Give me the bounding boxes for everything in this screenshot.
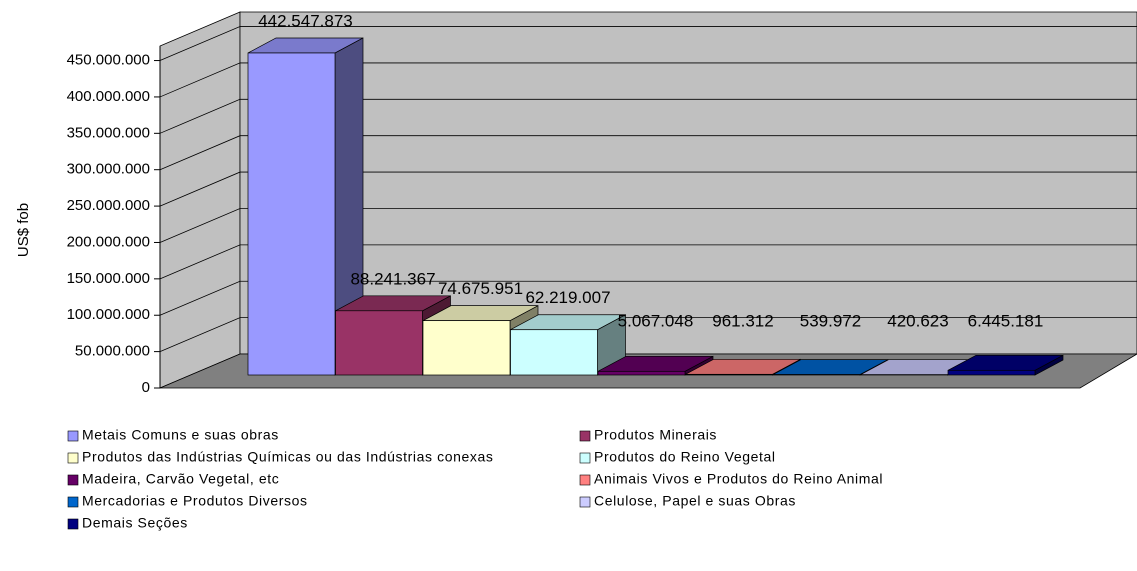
legend-label: Madeira, Carvão Vegetal, etc: [82, 471, 279, 487]
bar: [511, 330, 598, 375]
y-tick-label: 250.000.000: [67, 197, 150, 214]
data-label: 5.067.048: [618, 311, 694, 330]
y-tick-label: 450.000.000: [67, 52, 150, 69]
data-label: 74.675.951: [438, 279, 523, 298]
legend-label: Mercadorias e Produtos Diversos: [82, 493, 308, 509]
data-label: 539.972: [800, 311, 861, 330]
legend-swatch: [68, 453, 78, 463]
y-tick-label: 350.000.000: [67, 124, 150, 141]
data-label: 88.241.367: [350, 269, 435, 288]
legend-label: Metais Comuns e suas obras: [82, 427, 279, 443]
bar: [686, 374, 773, 375]
legend-swatch: [580, 453, 590, 463]
y-tick-label: 100.000.000: [67, 306, 150, 323]
legend-swatch: [68, 475, 78, 485]
bar: [423, 321, 510, 375]
data-label: 420.623: [887, 311, 948, 330]
data-label: 6.445.181: [968, 311, 1044, 330]
legend-label: Celulose, Papel e suas Obras: [594, 493, 796, 509]
bar: [248, 53, 335, 375]
legend-swatch: [68, 519, 78, 529]
y-tick-label: 200.000.000: [67, 233, 150, 250]
legend-swatch: [68, 497, 78, 507]
y-tick-label: 150.000.000: [67, 270, 150, 287]
legend-swatch: [580, 431, 590, 441]
legend-label: Animais Vivos e Produtos do Reino Animal: [594, 471, 883, 487]
y-tick-label: 300.000.000: [67, 161, 150, 178]
legend-label: Produtos das Indústrias Químicas ou das …: [82, 449, 493, 465]
bar: [598, 371, 685, 375]
data-label: 961.312: [712, 311, 773, 330]
data-label: 442.547.873: [258, 11, 353, 30]
legend-label: Demais Seções: [82, 515, 188, 531]
bar: [336, 311, 423, 375]
data-label: 62.219.007: [525, 288, 610, 307]
legend-swatch: [580, 497, 590, 507]
y-tick-label: 50.000.000: [75, 343, 150, 360]
legend-swatch: [580, 475, 590, 485]
y-tick-label: 400.000.000: [67, 88, 150, 105]
bar: [948, 370, 1035, 375]
legend-swatch: [68, 431, 78, 441]
y-axis-label: US$ fob: [15, 203, 32, 257]
legend-label: Produtos do Reino Vegetal: [594, 449, 776, 465]
y-tick-label: 0: [142, 379, 150, 396]
legend-label: Produtos Minerais: [594, 427, 717, 443]
